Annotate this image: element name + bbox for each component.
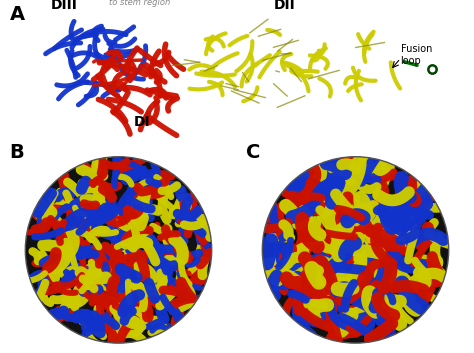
Circle shape xyxy=(262,157,449,343)
Text: DIII: DIII xyxy=(51,0,77,12)
Text: A: A xyxy=(9,5,25,24)
Text: to stem region: to stem region xyxy=(109,0,171,7)
Text: C: C xyxy=(246,143,261,162)
Text: Fusion
loop: Fusion loop xyxy=(401,44,432,66)
Text: DII: DII xyxy=(273,0,295,12)
Circle shape xyxy=(25,157,212,343)
Text: DI: DI xyxy=(134,115,151,129)
Text: B: B xyxy=(9,143,24,162)
